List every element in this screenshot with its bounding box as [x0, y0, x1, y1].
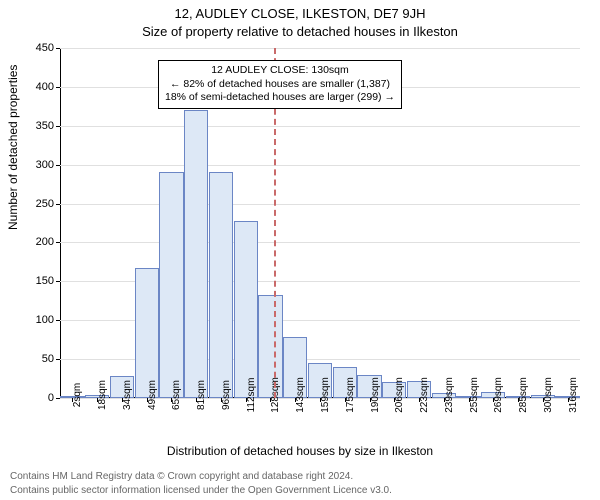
gridline: [60, 242, 580, 243]
xtick-label: 159sqm: [320, 377, 331, 413]
xtick-label: 239sqm: [444, 377, 455, 413]
ytick-label: 150: [36, 275, 54, 287]
ytick-mark: [56, 204, 60, 205]
xtick-label: 206sqm: [394, 377, 405, 413]
y-axis: [60, 48, 61, 398]
ytick-label: 50: [42, 353, 54, 365]
xtick-label: 65sqm: [171, 380, 182, 410]
ytick-mark: [56, 281, 60, 282]
histogram-bar: [209, 172, 233, 398]
xtick-label: 2sqm: [72, 383, 83, 407]
ytick-mark: [56, 320, 60, 321]
ytick-mark: [56, 165, 60, 166]
footer-copyright-2: Contains public sector information licen…: [10, 485, 392, 496]
ytick-label: 100: [36, 314, 54, 326]
annotation-line1: 12 AUDLEY CLOSE: 130sqm: [165, 64, 395, 78]
ytick-label: 250: [36, 198, 54, 210]
ytick-mark: [56, 87, 60, 88]
ytick-mark: [56, 359, 60, 360]
xtick-label: 269sqm: [493, 377, 504, 413]
xtick-label: 34sqm: [122, 380, 133, 410]
annotation-line2: ← 82% of detached houses are smaller (1,…: [165, 78, 395, 92]
gridline: [60, 165, 580, 166]
xtick-label: 128sqm: [270, 377, 281, 413]
histogram-bar: [234, 221, 258, 398]
xtick-label: 81sqm: [196, 380, 207, 410]
chart-container: 12, AUDLEY CLOSE, ILKESTON, DE7 9JH Size…: [0, 0, 600, 500]
ytick-label: 400: [36, 81, 54, 93]
y-axis-label: Number of detached properties: [6, 65, 20, 230]
xtick-label: 96sqm: [221, 380, 232, 410]
ytick-label: 0: [48, 392, 54, 404]
gridline: [60, 126, 580, 127]
gridline: [60, 48, 580, 49]
xtick-label: 223sqm: [419, 377, 430, 413]
ytick-mark: [56, 242, 60, 243]
histogram-bar: [135, 268, 159, 398]
x-axis-label: Distribution of detached houses by size …: [0, 444, 600, 458]
annotation-line3: 18% of semi-detached houses are larger (…: [165, 91, 395, 105]
xtick-label: 175sqm: [345, 377, 356, 413]
xtick-label: 190sqm: [370, 377, 381, 413]
histogram-bar: [159, 172, 183, 398]
xtick-label: 49sqm: [147, 380, 158, 410]
gridline: [60, 204, 580, 205]
xtick-label: 18sqm: [97, 380, 108, 410]
xtick-label: 112sqm: [246, 378, 257, 413]
plot-area: 0501001502002503003504004502sqm18sqm34sq…: [60, 48, 580, 398]
xtick-label: 316sqm: [568, 377, 579, 413]
xtick-label: 255sqm: [469, 377, 480, 413]
ytick-mark: [56, 126, 60, 127]
ytick-label: 350: [36, 120, 54, 132]
histogram-bar: [184, 110, 208, 398]
ytick-label: 300: [36, 159, 54, 171]
footer-copyright-1: Contains HM Land Registry data © Crown c…: [10, 471, 353, 482]
annotation-box: 12 AUDLEY CLOSE: 130sqm← 82% of detached…: [158, 60, 402, 109]
xtick-label: 300sqm: [543, 377, 554, 413]
ytick-label: 450: [36, 42, 54, 54]
xtick-label: 143sqm: [295, 377, 306, 413]
ytick-mark: [56, 398, 60, 399]
title-address: 12, AUDLEY CLOSE, ILKESTON, DE7 9JH: [0, 6, 600, 21]
title-subtitle: Size of property relative to detached ho…: [0, 24, 600, 39]
ytick-label: 200: [36, 236, 54, 248]
xtick-label: 285sqm: [518, 377, 529, 413]
ytick-mark: [56, 48, 60, 49]
